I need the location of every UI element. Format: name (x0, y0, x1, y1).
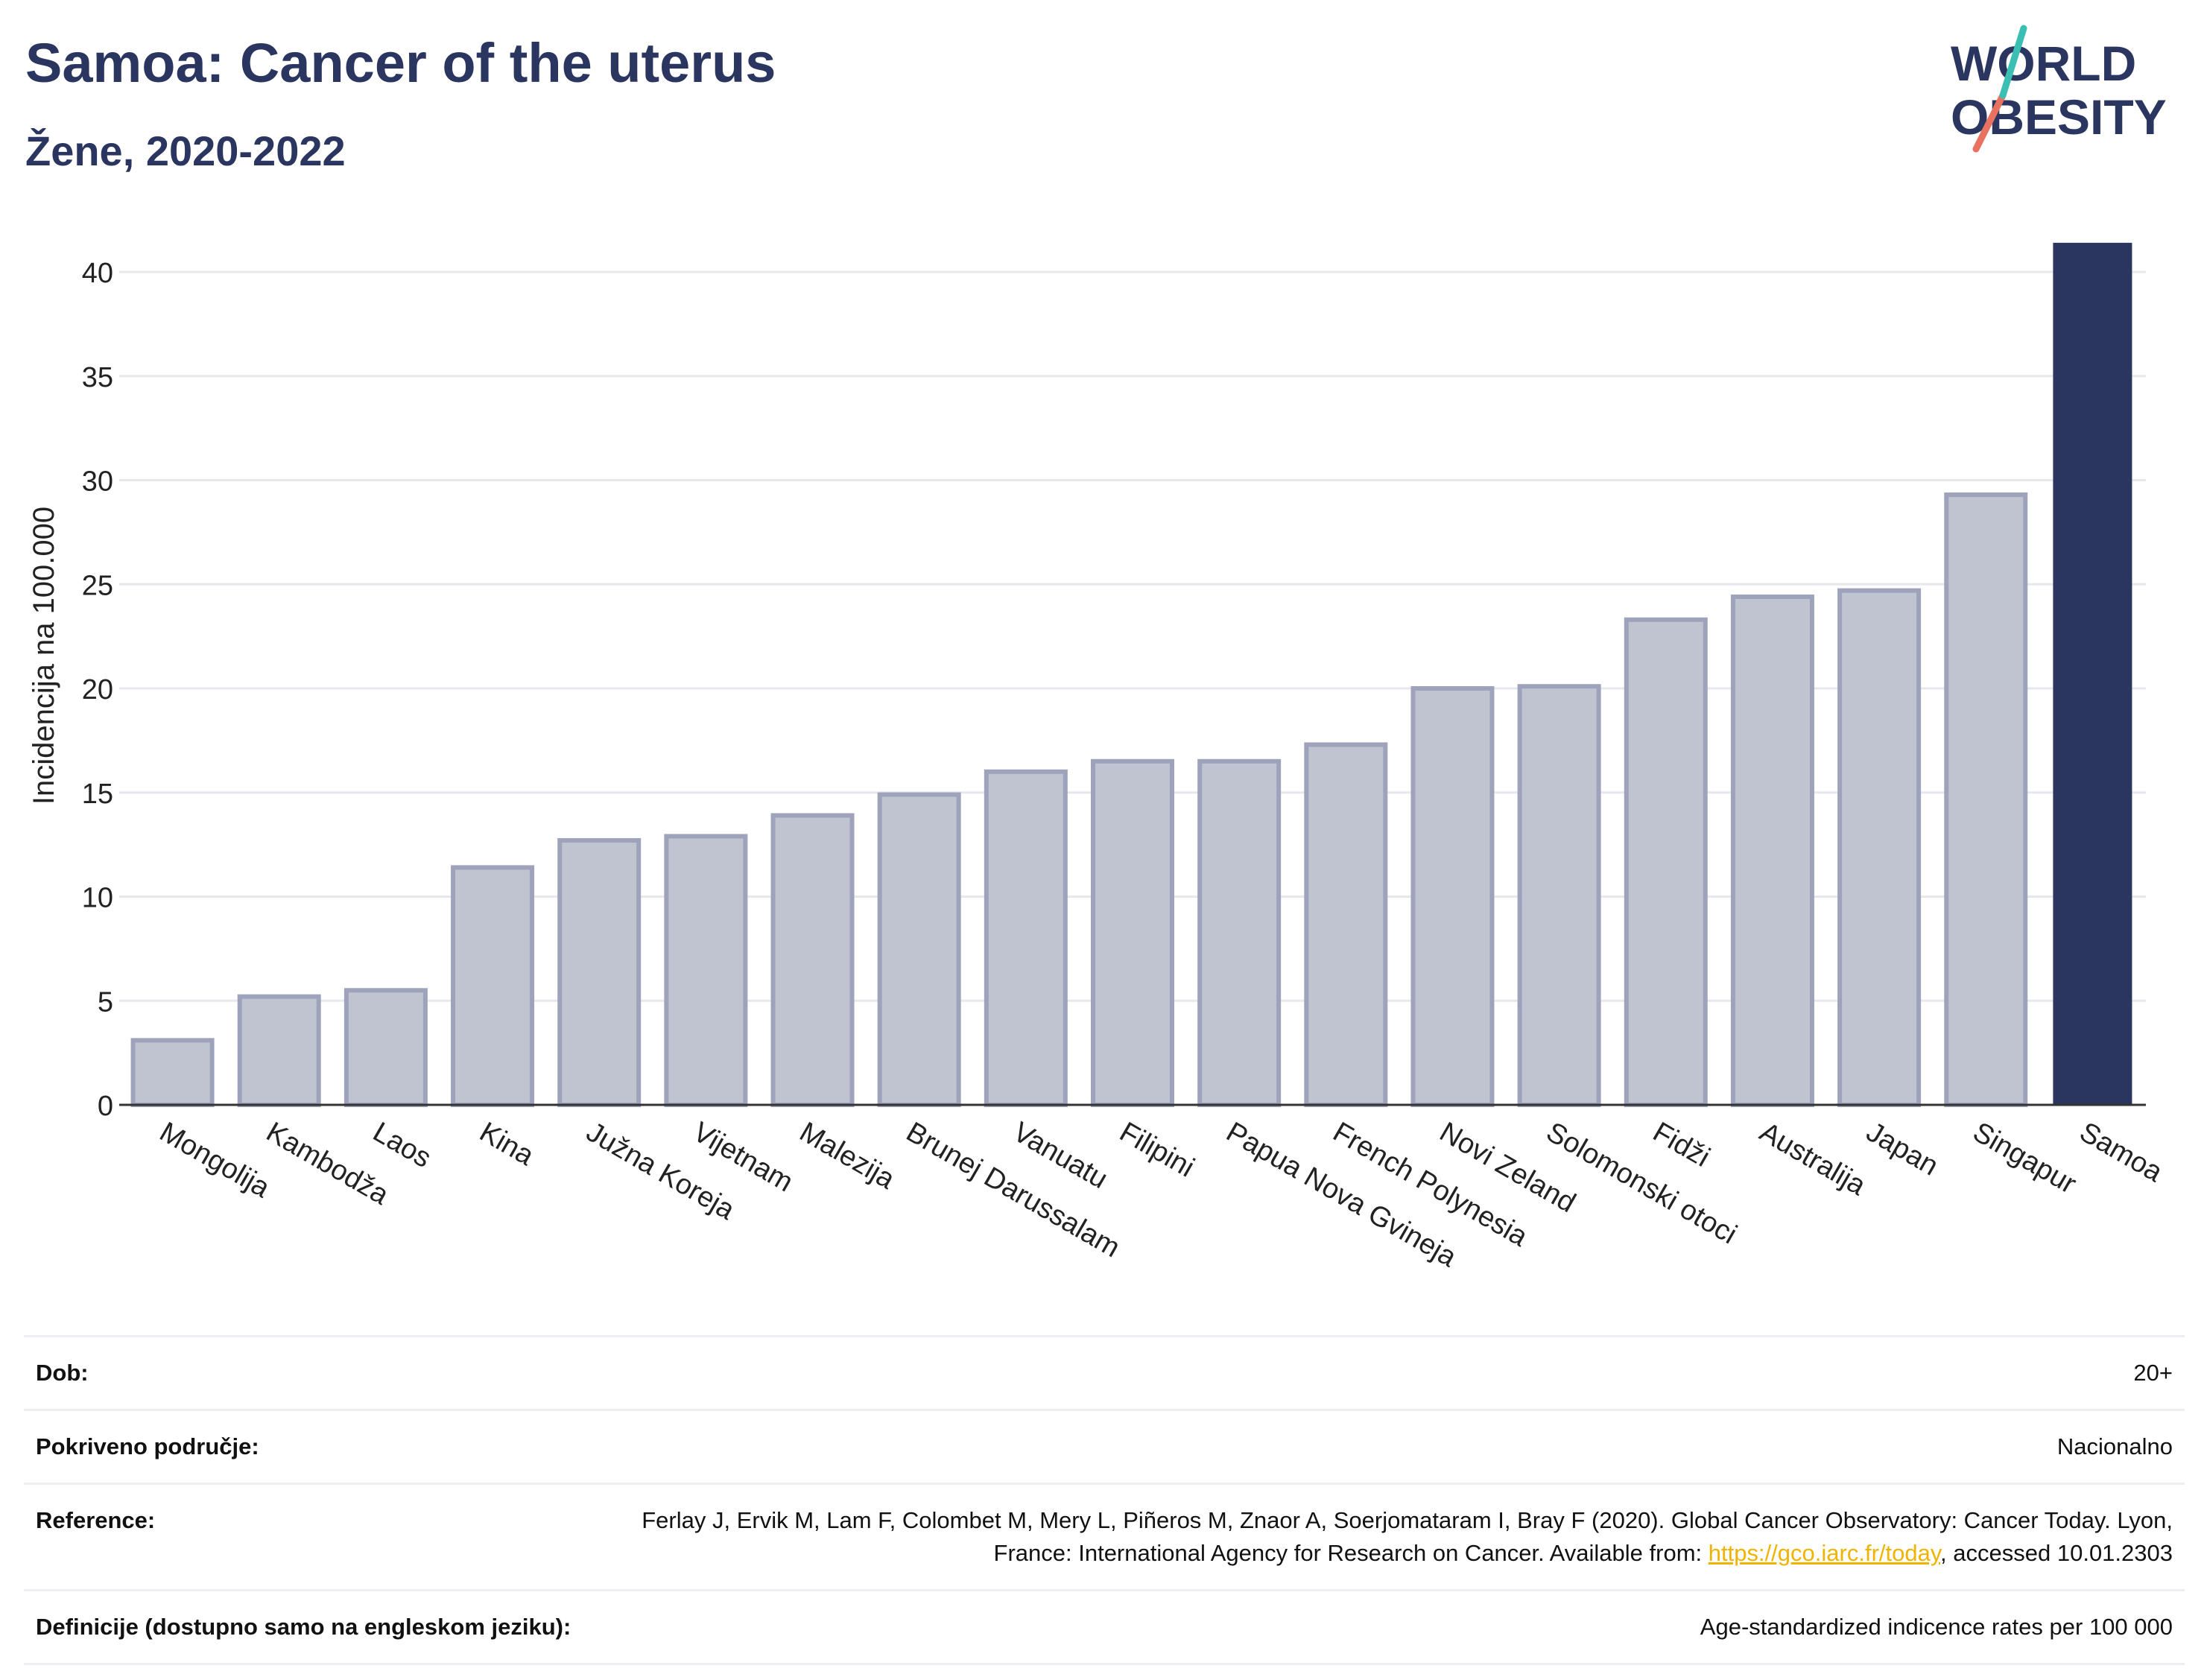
y-tick-label: 25 (82, 570, 113, 601)
logo-slash-coral (1972, 92, 2007, 153)
reference-accessed: , accessed 10.01.2303 (1940, 1540, 2173, 1566)
x-tick-label: Kina (475, 1116, 540, 1172)
x-tick-label: Fidži (1647, 1116, 1714, 1173)
x-tick-label: Malezija (794, 1116, 900, 1195)
y-tick-labels: 0 5 10 15 20 25 30 35 40 (82, 258, 113, 1122)
x-tick-label: Filipini (1115, 1116, 1200, 1183)
bar-kambodža (237, 994, 321, 1108)
bar-fidži (1624, 617, 1708, 1107)
y-tick-label: 15 (82, 779, 113, 810)
x-tick-label: Australija (1754, 1116, 1871, 1202)
info-value: 20+ (2133, 1360, 2173, 1386)
bar-japan (1837, 588, 1922, 1107)
bar-mongolija (130, 1038, 215, 1107)
world-obesity-logo: WORLD OBESITY (1951, 25, 2167, 153)
x-tick-label: Samoa (2074, 1116, 2168, 1188)
bar-vijetnam (664, 834, 748, 1107)
bar-australija (1730, 595, 1814, 1107)
bar-laos (343, 988, 428, 1108)
logo-slash-teal (1999, 25, 2027, 99)
y-tick-label: 0 (98, 1091, 113, 1122)
info-key: Pokriveno područje: (36, 1433, 259, 1459)
info-row-reference: Reference: Ferlay J, Ervik M, Lam F, Col… (24, 1485, 2185, 1591)
bar-novi-zeland (1410, 686, 1495, 1107)
page-subtitle: Žene, 2020-2022 (25, 127, 346, 174)
info-value: Ferlay J, Ervik M, Lam F, Colombet M, Me… (608, 1504, 2173, 1570)
y-tick-label: 30 (82, 466, 113, 498)
y-tick-label: 40 (82, 258, 113, 289)
info-row-coverage: Pokriveno područje: Nacionalno (24, 1411, 2185, 1485)
y-axis-label: Incidencija na 100.000 (28, 507, 60, 805)
logo-line2: OBESITY (1951, 89, 2167, 145)
x-tick-label: Japan (1861, 1116, 1944, 1182)
bar-papua-nova-gvineja (1197, 758, 1282, 1107)
y-tick-label: 35 (82, 362, 113, 393)
x-tick-label: Mongolija (154, 1116, 276, 1204)
bars (130, 242, 2132, 1108)
bar-kina (451, 865, 535, 1107)
logo-line1: WORLD (1951, 36, 2136, 91)
info-key: Dob: (36, 1360, 89, 1386)
info-value: Age-standardized indicence rates per 100… (1700, 1614, 2173, 1640)
bar-filipini (1091, 758, 1174, 1107)
bar-brunej-darussalam (877, 792, 961, 1108)
reference-text: Ferlay J, Ervik M, Lam F, Colombet M, Me… (642, 1507, 2173, 1566)
info-table: Dob: 20+ Pokriveno područje: Nacionalno … (24, 1335, 2185, 1665)
y-tick-label: 5 (98, 986, 113, 1018)
bar-solomonski-otoci (1517, 684, 1601, 1107)
bar-vanuatu (984, 769, 1068, 1108)
x-tick-label: Laos (367, 1116, 436, 1174)
x-tick-label: Singapur (1968, 1116, 2082, 1200)
y-tick-label: 10 (82, 883, 113, 914)
page-title: Samoa: Cancer of the uterus (25, 32, 776, 94)
bar-singapur (1944, 492, 2028, 1107)
x-tick-label: Solomonski otoci (1541, 1116, 1742, 1250)
bar-južna-koreja (557, 838, 642, 1108)
info-row-age: Dob: 20+ (24, 1337, 2185, 1411)
bar-malezija (770, 813, 855, 1107)
info-value: Nacionalno (2056, 1433, 2173, 1459)
info-key: Definicije (dostupno samo na engleskom j… (36, 1614, 571, 1640)
bar-samoa (2053, 242, 2132, 1105)
reference-link[interactable]: https://gco.iarc.fr/today (1708, 1540, 1941, 1566)
bar-french-polynesia (1304, 742, 1388, 1108)
info-row-definition: Definicije (dostupno samo na engleskom j… (24, 1591, 2185, 1665)
y-tick-label: 20 (82, 674, 113, 706)
info-key: Reference: (36, 1507, 156, 1533)
